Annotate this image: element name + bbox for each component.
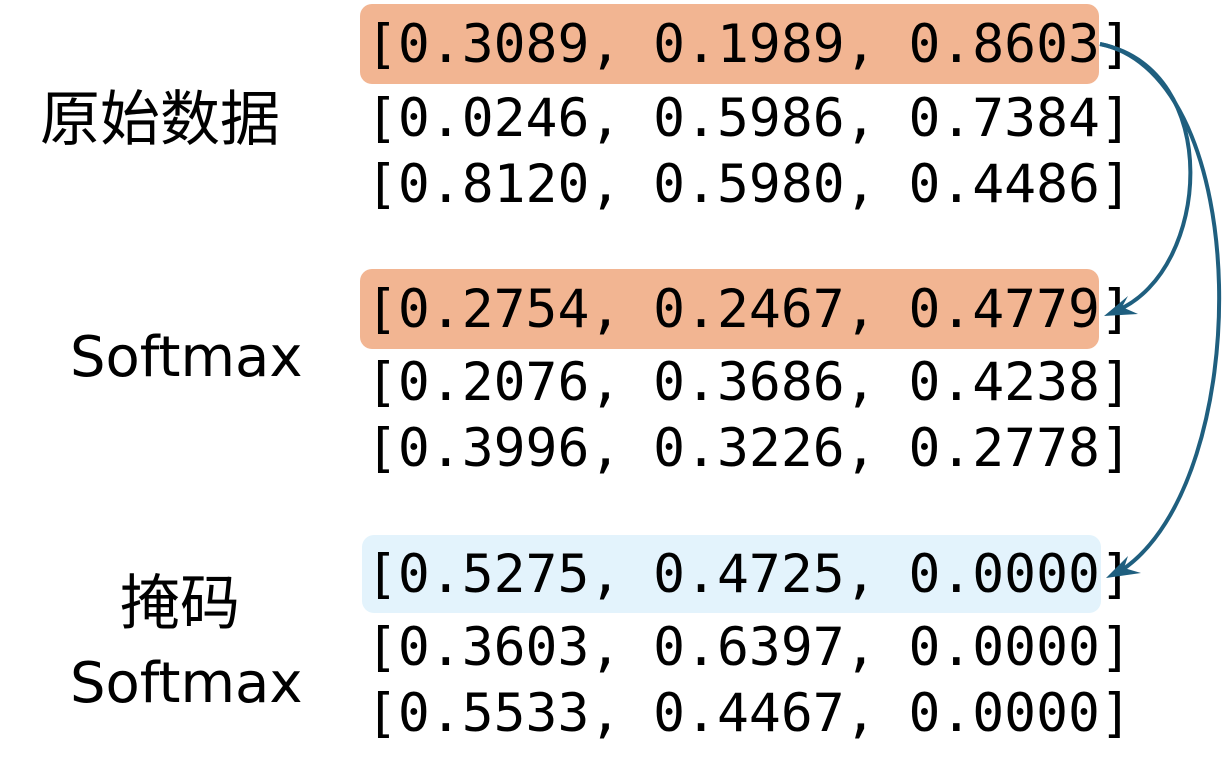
softmax-row-3: [0.3996, 0.3226, 0.2778] — [366, 418, 1132, 479]
masked-row-2: [0.3603, 0.6397, 0.0000] — [366, 617, 1132, 678]
arrow-to-masked-head — [1106, 556, 1141, 578]
masked-row-1: [0.5275, 0.4725, 0.0000] — [366, 544, 1132, 605]
raw-row-2: [0.0246, 0.5986, 0.7384] — [366, 88, 1132, 149]
softmax-row-2: [0.2076, 0.3686, 0.4238] — [366, 352, 1132, 413]
raw-row-3: [0.8120, 0.5980, 0.4486] — [366, 154, 1132, 215]
softmax-label: Softmax — [70, 325, 303, 390]
arrow-to-softmax — [1099, 42, 1193, 312]
arrow-to-masked — [1099, 42, 1222, 572]
masked-label: 掩码 — [120, 569, 240, 639]
softmax-row-1: [0.2754, 0.2467, 0.4779] — [366, 279, 1132, 340]
raw-row-highlight — [360, 4, 1099, 84]
masked-row-3: [0.5533, 0.4467, 0.0000] — [366, 683, 1132, 744]
arrow-to-softmax-head — [1104, 296, 1138, 316]
raw-data-label: 原始数据 — [40, 85, 280, 155]
masked-softmax-row-highlight — [362, 535, 1101, 613]
masked-softmax-label: Softmax — [70, 651, 303, 716]
softmax-row-highlight — [360, 269, 1099, 349]
raw-row-1: [0.3089, 0.1989, 0.8603] — [366, 14, 1132, 75]
